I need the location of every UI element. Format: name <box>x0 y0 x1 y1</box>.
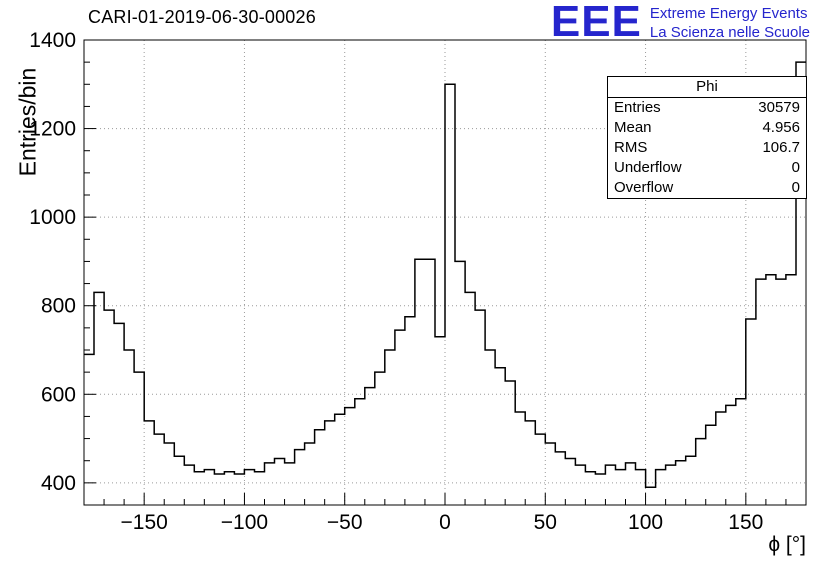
y-tick-label: 1000 <box>29 206 76 229</box>
eee-logo-line-1: Extreme Energy Events <box>649 5 808 22</box>
y-tick-label: 800 <box>41 295 76 318</box>
x-tick-label: 150 <box>728 511 763 534</box>
stats-value: 106.7 <box>762 139 800 156</box>
y-axis-label: Entries/bin <box>14 67 41 177</box>
y-tick-label: 1400 <box>29 29 76 52</box>
y-tick-label: 400 <box>41 472 76 495</box>
stats-row-entries: Entries 30579 <box>608 98 806 118</box>
eee-logo: EEE Extreme Energy Events La Scienza nel… <box>550 0 810 46</box>
x-tick-label: −150 <box>121 511 168 534</box>
stats-row-mean: Mean 4.956 <box>608 118 806 138</box>
eee-logo-acronym: EEE <box>550 0 642 46</box>
stats-value: 30579 <box>758 99 800 116</box>
stats-row-rms: RMS 106.7 <box>608 138 806 158</box>
stats-value: 0 <box>791 159 800 176</box>
stats-value: 4.956 <box>762 119 800 136</box>
x-tick-label: −100 <box>221 511 268 534</box>
stats-label: Underflow <box>614 159 682 176</box>
x-axis-label: ϕ [°] <box>768 533 806 556</box>
stats-value: 0 <box>791 179 800 196</box>
stats-box: Phi Entries 30579 Mean 4.956 RMS 106.7 U… <box>607 76 807 199</box>
stats-label: Mean <box>614 119 652 136</box>
x-tick-label: −50 <box>327 511 363 534</box>
stats-row-underflow: Underflow 0 <box>608 158 806 178</box>
y-tick-label: 600 <box>41 383 76 406</box>
stats-box-title: Phi <box>608 77 806 98</box>
x-tick-label: 100 <box>628 511 663 534</box>
stats-row-overflow: Overflow 0 <box>608 178 806 198</box>
x-tick-label: 50 <box>534 511 557 534</box>
y-tick-label: 1200 <box>29 118 76 141</box>
histogram-line <box>84 61 806 489</box>
plot-title: CARI-01-2019-06-30-00026 <box>88 7 316 27</box>
x-tick-label: 0 <box>439 511 451 534</box>
stats-label: Overflow <box>614 179 674 196</box>
stats-label: RMS <box>614 139 648 156</box>
eee-logo-text: Extreme Energy Events La Scienza nelle S… <box>650 3 810 42</box>
stats-label: Entries <box>614 99 661 116</box>
eee-logo-line-2: La Scienza nelle Scuole <box>649 24 810 41</box>
